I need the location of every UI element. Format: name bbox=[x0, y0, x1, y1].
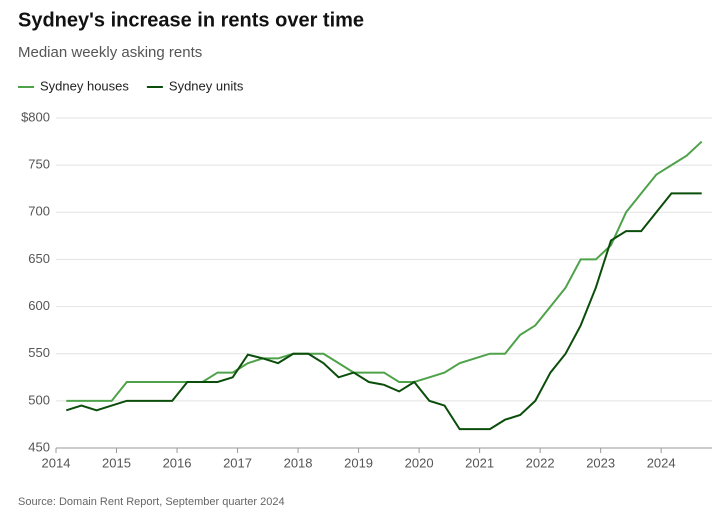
x-tick-label: 2024 bbox=[647, 455, 676, 470]
x-tick-label: 2017 bbox=[223, 455, 252, 470]
source: Source: Domain Rent Report, September qu… bbox=[18, 496, 285, 508]
x-tick-label: 2014 bbox=[42, 455, 71, 470]
x-tick-label: 2021 bbox=[465, 455, 494, 470]
chart-subtitle: Median weekly asking rents bbox=[18, 44, 202, 61]
y-tick-label: 700 bbox=[28, 204, 50, 219]
x-tick-label: 2016 bbox=[163, 455, 192, 470]
y-tick-label: 550 bbox=[28, 345, 50, 360]
chart-title: Sydney's increase in rents over time bbox=[18, 9, 364, 31]
x-tick-label: 2022 bbox=[526, 455, 555, 470]
legend-label: Sydney units bbox=[169, 78, 244, 93]
y-tick-label: 500 bbox=[28, 392, 50, 407]
line bbox=[66, 140, 703, 402]
x-tick-label: 2023 bbox=[586, 455, 615, 470]
x-tick-label: 2020 bbox=[405, 455, 434, 470]
legend-label: Sydney houses bbox=[40, 78, 129, 93]
x-tick-label: 2019 bbox=[344, 455, 373, 470]
y-tick-label: 750 bbox=[28, 157, 50, 172]
line bbox=[65, 192, 702, 431]
y-tick-label: 450 bbox=[28, 439, 50, 454]
y-tick-label: $800 bbox=[21, 109, 50, 124]
x-tick-label: 2015 bbox=[102, 455, 131, 470]
x-tick-label: 2018 bbox=[284, 455, 313, 470]
y-tick-label: 650 bbox=[28, 251, 50, 266]
y-tick-label: 600 bbox=[28, 298, 50, 313]
